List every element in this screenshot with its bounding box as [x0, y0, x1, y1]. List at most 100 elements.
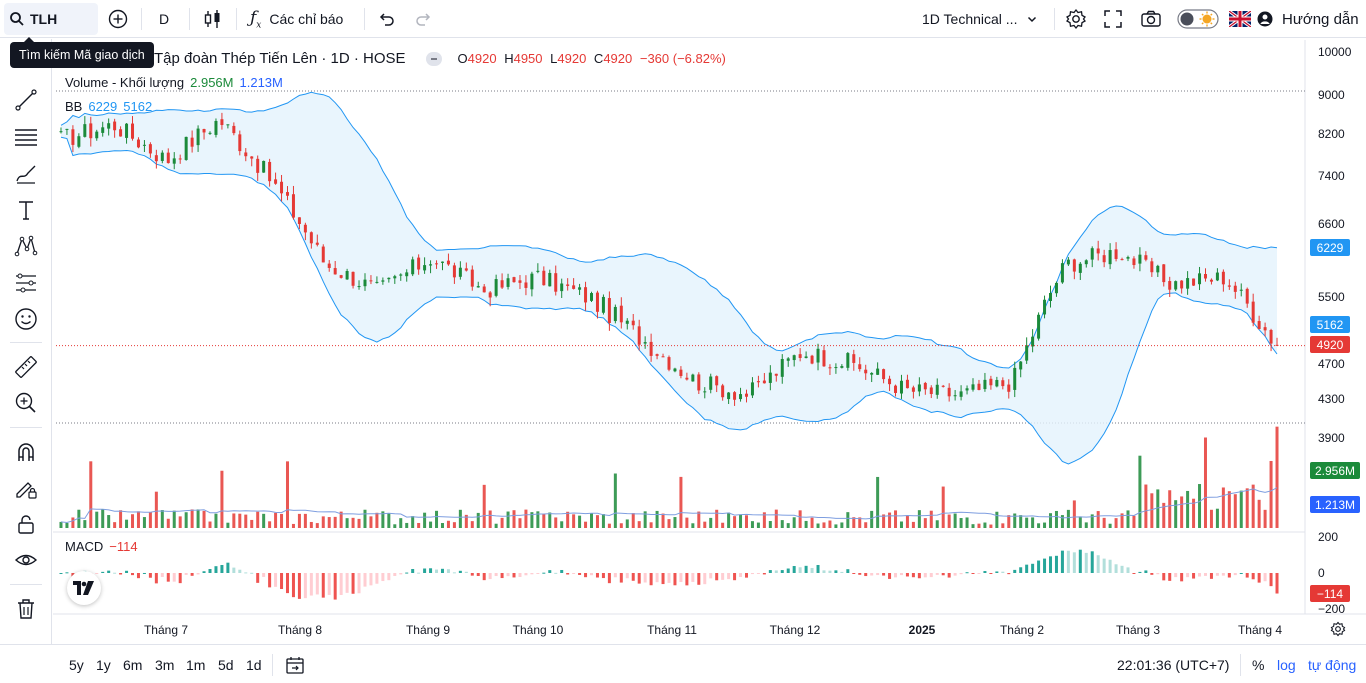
chart-area[interactable]: [53, 40, 1366, 644]
volume-legend[interactable]: Volume - Khối lượng 2.956M 1.213M: [65, 75, 283, 90]
range-1d[interactable]: 1d: [246, 656, 262, 673]
settings-button[interactable]: [1065, 0, 1087, 38]
candle-body: [643, 342, 647, 344]
fib-tool[interactable]: [11, 122, 41, 152]
percent-toggle[interactable]: %: [1252, 656, 1265, 673]
compare-button[interactable]: [108, 0, 128, 38]
candle-body: [584, 287, 588, 303]
candle-body: [256, 158, 260, 173]
macd-histogram-bar: [375, 573, 379, 584]
macd-histogram-bar: [1013, 569, 1017, 573]
log-toggle[interactable]: log: [1277, 656, 1296, 673]
volume-bar: [691, 523, 695, 528]
candle-body: [983, 379, 987, 390]
tradingview-logo[interactable]: [67, 571, 101, 605]
candle-body: [226, 124, 230, 126]
lock-all-tool[interactable]: [11, 509, 41, 539]
range-1m[interactable]: 1m: [186, 656, 206, 673]
volume-bar: [154, 491, 158, 528]
indicators-button[interactable]: ƒx Các chỉ báo: [250, 0, 343, 38]
candle-body: [685, 377, 689, 380]
macd-histogram-bar: [899, 573, 903, 576]
redo-button[interactable]: [415, 0, 433, 38]
symbol-search-button[interactable]: TLH: [4, 3, 98, 35]
price-label: 10000: [1318, 45, 1352, 59]
layout-dropdown[interactable]: 1D Technical ...: [922, 0, 1037, 38]
interval-button[interactable]: D: [159, 0, 169, 38]
candle-body: [560, 283, 564, 292]
visibility-tool[interactable]: [11, 545, 41, 575]
candle-body: [768, 372, 772, 383]
candle-body: [202, 129, 206, 133]
macd-histogram-bar: [1102, 558, 1106, 573]
guide-button[interactable]: Hướng dẫn: [1257, 0, 1359, 38]
volume-bar: [452, 522, 456, 528]
candle-body: [894, 385, 898, 393]
range-6m[interactable]: 6m: [123, 656, 143, 673]
candle-body: [1150, 261, 1154, 273]
macd-histogram-bar: [613, 573, 617, 578]
volume-bar: [214, 513, 218, 528]
macd-histogram-bar: [125, 570, 129, 573]
volume-bar: [828, 520, 832, 528]
volume-bar: [1174, 500, 1178, 528]
range-5y[interactable]: 5y: [69, 656, 84, 673]
candle-body: [119, 129, 123, 137]
bollinger-upper-line: [60, 91, 1278, 369]
clock[interactable]: 22:01:36 (UTC+7): [1117, 656, 1230, 673]
language-button[interactable]: [1229, 0, 1251, 38]
macd-histogram-bar: [661, 573, 665, 585]
macd-histogram-bar: [1239, 572, 1243, 574]
volume-bar: [506, 511, 510, 528]
trend-line-tool[interactable]: [11, 85, 41, 115]
measure-tool[interactable]: [11, 352, 41, 382]
macd-histogram-bar: [101, 571, 105, 573]
bb-legend[interactable]: BB 6229 5162: [65, 99, 152, 114]
range-3m[interactable]: 3m: [155, 656, 175, 673]
volume-bar: [1180, 496, 1184, 528]
delete-tool[interactable]: [11, 594, 41, 624]
volume-bar: [119, 510, 123, 528]
snapshot-button[interactable]: [1140, 0, 1162, 38]
axis-settings-button[interactable]: [1330, 621, 1346, 642]
volume-bar: [1049, 513, 1053, 528]
undo-button[interactable]: [377, 0, 395, 38]
icons-tool[interactable]: [11, 304, 41, 334]
theme-toggle[interactable]: [1177, 0, 1219, 38]
macd-histogram-bar: [923, 573, 927, 578]
candle-body: [178, 158, 182, 160]
price-label: 8200: [1318, 127, 1345, 141]
macd-histogram-bar: [1227, 573, 1231, 578]
macd-histogram-bar: [220, 565, 224, 573]
volume-bar: [715, 509, 719, 528]
volume-bar: [524, 509, 528, 528]
auto-toggle[interactable]: tự động: [1308, 656, 1357, 673]
main-legend: Tập đoàn Thép Tiến Lên · 1D · HOSE O4920…: [154, 50, 726, 67]
legend-toggle[interactable]: [425, 51, 442, 66]
goto-date-button[interactable]: [285, 645, 305, 683]
fullscreen-button[interactable]: [1103, 0, 1123, 38]
range-1y[interactable]: 1y: [96, 656, 111, 673]
magnet-tool[interactable]: [11, 437, 41, 467]
volume-bar: [840, 522, 844, 528]
candle-body: [1138, 254, 1142, 264]
candle-body: [923, 382, 927, 390]
brush-tool[interactable]: [11, 159, 41, 189]
pattern-tool[interactable]: [11, 231, 41, 261]
candle-body: [840, 366, 844, 368]
macd-histogram-bar: [476, 573, 480, 576]
fx-icon: ƒx: [250, 7, 262, 31]
range-5d[interactable]: 5d: [218, 656, 234, 673]
prediction-tool[interactable]: [11, 268, 41, 298]
candle-body: [244, 152, 248, 157]
candle-body: [631, 320, 635, 326]
volume-bar: [971, 524, 975, 528]
text-tool[interactable]: [11, 195, 41, 225]
macd-legend[interactable]: MACD −114: [65, 539, 138, 554]
lock-drawing-tool[interactable]: [11, 473, 41, 503]
volume-bar: [750, 521, 754, 528]
bb-name: BB: [65, 99, 83, 114]
candle-body: [1215, 272, 1219, 281]
chart-type-button[interactable]: [202, 0, 224, 38]
zoom-tool[interactable]: [11, 388, 41, 418]
